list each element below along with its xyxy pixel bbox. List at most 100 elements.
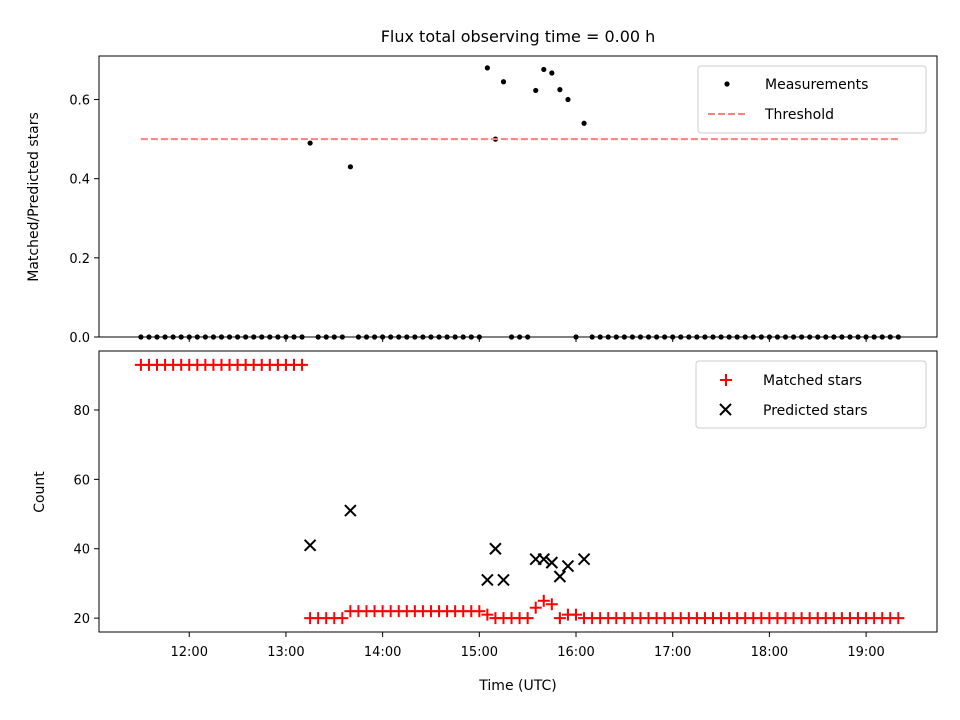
- measurement-point: [662, 334, 668, 340]
- predicted-stars-point: [553, 570, 567, 583]
- legend-predicted-marker: [719, 403, 732, 416]
- measurement-point: [637, 334, 644, 340]
- x-axis-label: Time (UTC): [478, 678, 556, 694]
- measurement-point: [621, 334, 627, 340]
- measurement-point: [871, 334, 877, 340]
- measurement-point: [613, 334, 619, 340]
- measurement-point: [799, 334, 805, 340]
- matched-stars-point: [529, 601, 542, 614]
- measurement-point: [259, 334, 265, 340]
- measurement-point: [718, 334, 724, 340]
- measurement-point: [557, 87, 563, 93]
- count-panel: 20 40 60 80 12:00 13:00 14:00 15:00 16:00 17:00 1…: [32, 350, 938, 660]
- measurement-point: [218, 334, 225, 340]
- measurement-point: [226, 334, 233, 340]
- ratio-y-tick-label: 0.0: [69, 331, 90, 346]
- x-tick-label: 17:00: [654, 645, 691, 660]
- measurement-point: [363, 334, 370, 340]
- measurement-point: [790, 334, 797, 340]
- measurement-point: [452, 334, 458, 340]
- matched-stars-point: [473, 605, 486, 618]
- predicted-stars-point: [545, 556, 559, 569]
- ratio-y-tick-label: 0.6: [69, 94, 90, 109]
- count-y-tick-label: 20: [73, 612, 90, 627]
- measurement-point: [420, 334, 426, 340]
- ratio-legend: Measurements Threshold: [697, 65, 927, 134]
- measurement-point: [565, 96, 571, 103]
- matched-stars-point: [892, 612, 905, 625]
- measurement-point: [839, 334, 845, 340]
- measurement-point: [750, 334, 756, 340]
- measurement-point: [371, 334, 378, 340]
- measurement-point: [758, 334, 764, 340]
- measurement-point: [444, 334, 450, 340]
- predicted-stars-point: [497, 573, 510, 587]
- matched-stars-point: [570, 608, 583, 621]
- measurement-point: [726, 334, 732, 340]
- predicted-stars-point: [537, 552, 550, 566]
- measurement-point: [307, 140, 313, 146]
- measurement-point: [508, 334, 515, 340]
- measurement-point: [549, 70, 555, 76]
- measurement-point: [323, 334, 329, 340]
- measurement-point: [653, 334, 660, 340]
- measurement-point: [154, 334, 160, 340]
- legend-matched-marker: [720, 374, 732, 386]
- x-tick-label: 12:00: [171, 645, 208, 660]
- count-y-tick-label: 60: [73, 473, 90, 488]
- measurement-point: [428, 334, 434, 340]
- matched-stars-point: [336, 612, 349, 625]
- measurement-point: [339, 334, 345, 340]
- measurement-point: [460, 334, 466, 340]
- measurement-point: [581, 120, 587, 126]
- measurement-point: [484, 65, 490, 71]
- measurement-point: [234, 334, 241, 340]
- measurement-point: [847, 334, 853, 340]
- predicted-stars-point: [481, 573, 494, 587]
- measurement-point: [315, 334, 321, 340]
- measurement-point: [331, 334, 337, 340]
- x-tick-label: 13:00: [267, 645, 304, 660]
- matched-stars-point: [537, 594, 550, 607]
- measurement-point: [500, 79, 507, 85]
- ratio-y-axis-label: Matched/Predicted stars: [26, 112, 42, 282]
- measurement-point: [629, 334, 636, 340]
- predicted-stars-point: [344, 504, 357, 517]
- ratio-y-tick-label: 0.2: [69, 252, 90, 267]
- measurement-point: [194, 334, 200, 340]
- measurement-point: [694, 334, 700, 340]
- measurement-point: [887, 334, 893, 340]
- measurement-point: [525, 334, 531, 340]
- measurement-point: [162, 334, 168, 340]
- measurement-point: [895, 334, 901, 340]
- measurement-point: [782, 334, 789, 340]
- x-tick-label: 15:00: [461, 645, 498, 660]
- measurement-point: [210, 334, 217, 340]
- measurement-point: [178, 334, 184, 340]
- measurement-point: [146, 334, 152, 340]
- matched-stars-point: [553, 612, 566, 625]
- matched-stars-point: [296, 358, 309, 371]
- measurement-point: [251, 334, 257, 340]
- measurement-point: [823, 334, 829, 340]
- count-y-tick-label: 80: [73, 404, 90, 419]
- measurement-point: [597, 334, 603, 340]
- measurement-point: [734, 334, 740, 340]
- ratio-panel: 0.0 0.2 0.4 0.6 Matched/Predicted stars Mea…: [26, 55, 938, 346]
- predicted-stars-point: [489, 542, 502, 555]
- measurement-point: [831, 334, 837, 340]
- measurement-point: [533, 87, 539, 94]
- measurement-point: [291, 334, 297, 340]
- measurement-point: [605, 334, 611, 340]
- measurement-point: [702, 334, 708, 340]
- measurement-point: [436, 334, 442, 340]
- measurement-point: [347, 164, 353, 170]
- ratio-y-tick-label: 0.4: [69, 173, 90, 188]
- legend-measurements-label: Measurements: [765, 77, 868, 93]
- measurement-point: [138, 334, 144, 340]
- measurement-point: [879, 334, 885, 340]
- chart-title: Flux total observing time = 0.00 h: [381, 27, 656, 46]
- predicted-stars-point: [303, 539, 317, 552]
- matched-stars-point: [545, 598, 558, 611]
